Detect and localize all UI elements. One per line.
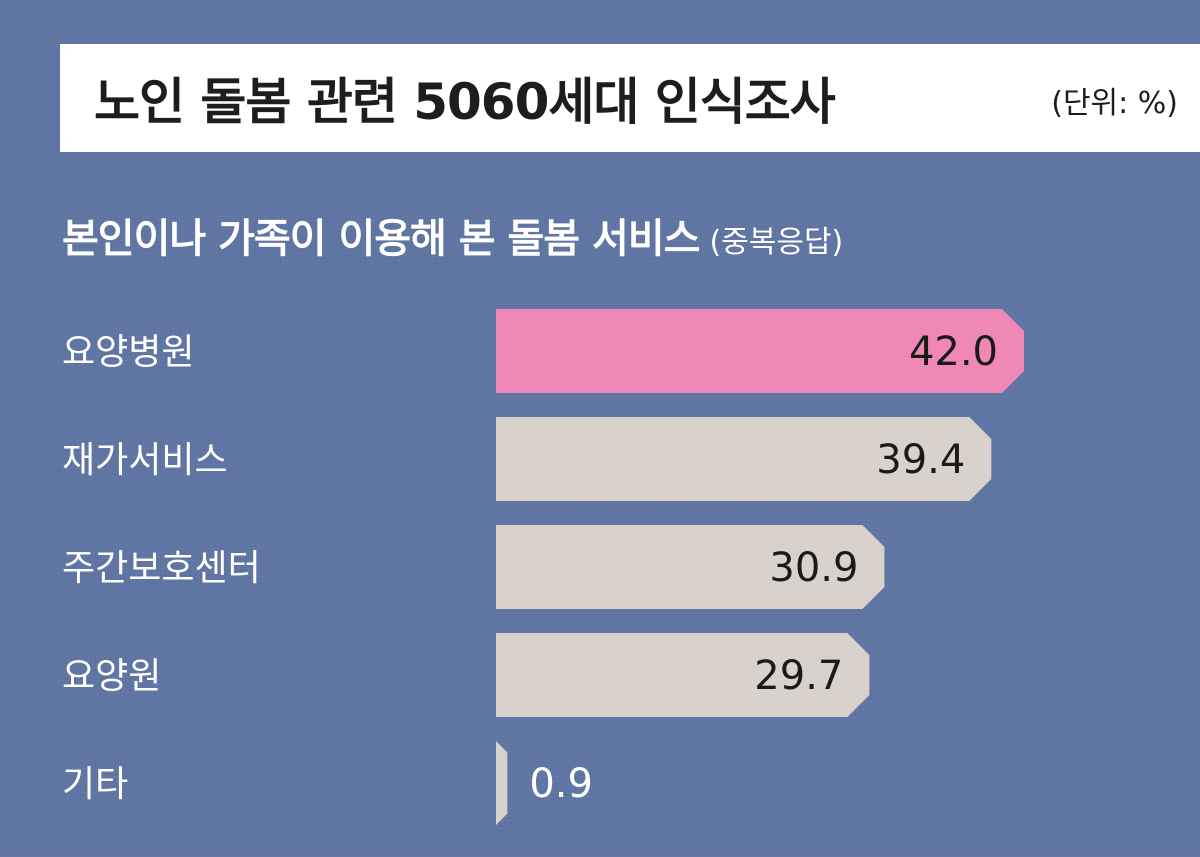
value-label: 42.0 bbox=[909, 329, 998, 375]
value-label: 0.9 bbox=[529, 761, 593, 807]
unit-label: (단위: %) bbox=[1051, 86, 1178, 121]
category-label: 요양병원 bbox=[62, 332, 194, 373]
category-label: 주간보호센터 bbox=[62, 548, 261, 589]
bar bbox=[496, 417, 992, 501]
value-label: 30.9 bbox=[769, 545, 858, 591]
bar bbox=[496, 633, 870, 717]
bar bbox=[496, 525, 885, 609]
value-label: 29.7 bbox=[754, 653, 843, 699]
chart-title: 노인 돌봄 관련 5060세대 인식조사 bbox=[94, 73, 836, 131]
category-label: 기타 bbox=[62, 764, 128, 805]
category-label: 요양원 bbox=[62, 656, 161, 697]
bar bbox=[496, 309, 1024, 393]
title-box: 노인 돌봄 관련 5060세대 인식조사 (단위: %) bbox=[60, 44, 1200, 152]
subtitle-note: (중복응답) bbox=[709, 225, 844, 260]
bar bbox=[496, 741, 508, 825]
value-label: 39.4 bbox=[876, 437, 965, 483]
subtitle-wrap: 본인이나 가족이 이용해 본 돌봄 서비스 (중복응답) bbox=[62, 206, 843, 264]
category-label: 재가서비스 bbox=[62, 440, 228, 481]
chart-subtitle: 본인이나 가족이 이용해 본 돌봄 서비스 bbox=[62, 216, 700, 262]
